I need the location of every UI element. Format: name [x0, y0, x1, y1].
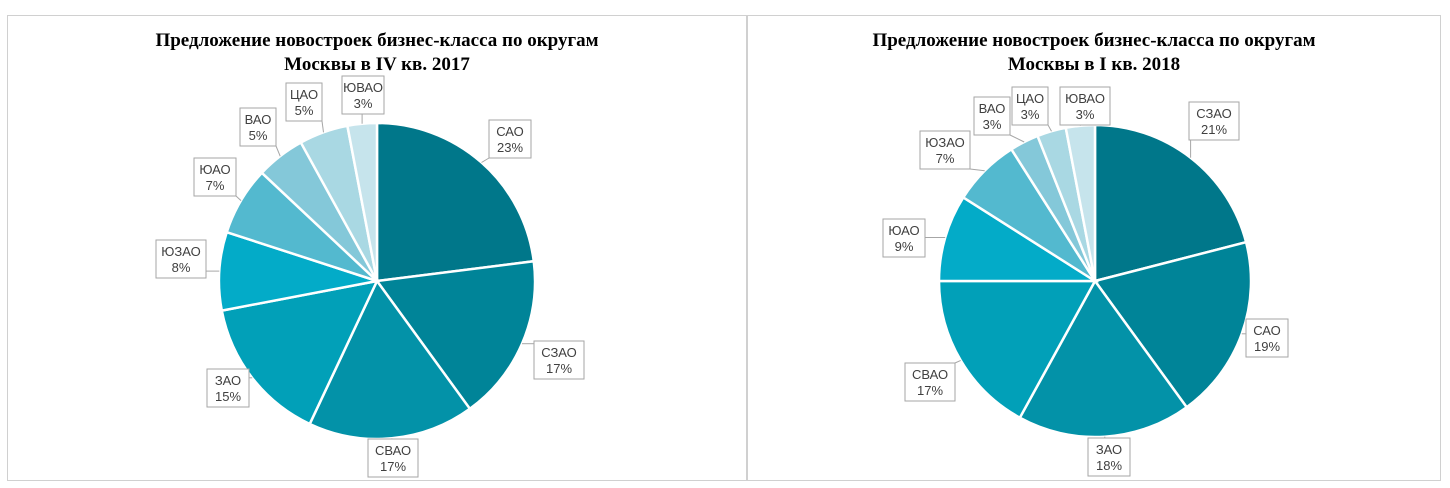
data-label-category: СЗАО	[541, 345, 577, 360]
data-label-value: 5%	[249, 128, 268, 143]
data-label-category: ЦАО	[290, 87, 318, 102]
pie-slice-2	[374, 259, 537, 411]
data-label-box	[1059, 86, 1111, 126]
data-label-value: 17%	[917, 383, 943, 398]
data-label-value: 17%	[546, 361, 572, 376]
data-label-value: 3%	[1021, 107, 1040, 122]
data-label-value: 7%	[936, 151, 955, 166]
pie-slice-3	[308, 278, 472, 441]
data-label-category: ЮЗАО	[925, 135, 964, 150]
pie-chart-q4-2017: Предложение новостроек бизнес-класса по …	[155, 30, 599, 478]
data-label-box	[285, 82, 323, 122]
data-label-category: СВАО	[912, 367, 948, 382]
data-label-value: 17%	[380, 459, 406, 474]
data-label-box	[367, 438, 419, 478]
pie-slice-1	[1093, 123, 1248, 283]
chart-title-line-1: Предложение новостроек бизнес-класса по …	[872, 30, 1315, 51]
data-label-box	[882, 218, 926, 258]
chart-panel-q1-2018: Предложение новостроек бизнес-класса по …	[747, 15, 1441, 481]
data-label-value: 8%	[172, 260, 191, 275]
data-label-category: ВАО	[979, 101, 1006, 116]
label-leader-line	[235, 195, 242, 201]
data-label-box	[488, 119, 532, 159]
data-label-category: ЗАО	[1096, 442, 1122, 457]
data-label-box	[341, 75, 385, 115]
data-label-category: ЮВАО	[1065, 91, 1105, 106]
label-leader-line	[954, 359, 961, 364]
chart-title-line-2: Москвы в I кв. 2018	[1008, 54, 1180, 75]
label-leader-line	[1009, 134, 1025, 143]
data-label-category: СЗАО	[1196, 106, 1232, 121]
data-label-value: 3%	[1076, 107, 1095, 122]
label-leader-line	[321, 120, 324, 133]
data-label-value: 21%	[1201, 122, 1227, 137]
label-leader-line	[481, 157, 490, 163]
chart-panel-q4-2017: Предложение новостроек бизнес-класса по …	[7, 15, 747, 481]
data-label-box	[1188, 101, 1240, 141]
pie-slice-3	[1018, 278, 1189, 439]
chart-title-line-1: Предложение новостроек бизнес-класса по …	[155, 30, 598, 51]
data-label-value: 3%	[354, 96, 373, 111]
data-label-value: 15%	[215, 389, 241, 404]
pie-chart-q1-2018: Предложение новостроек бизнес-класса по …	[872, 30, 1316, 477]
data-label-value: 5%	[295, 103, 314, 118]
label-leader-line	[1047, 124, 1052, 132]
data-label-box	[919, 130, 971, 170]
data-label-category: ЗАО	[215, 373, 241, 388]
pie-slice-1	[375, 121, 536, 283]
data-label-box	[1011, 86, 1049, 126]
data-label-category: ЮАО	[199, 162, 230, 177]
data-label-value: 18%	[1096, 458, 1122, 473]
data-label-box	[973, 96, 1011, 136]
data-label-box	[1087, 437, 1131, 477]
pie-slice-5	[937, 195, 1100, 283]
data-label-category: САО	[496, 124, 524, 139]
data-label-category: ЮАО	[888, 223, 919, 238]
pie-slice-2	[1092, 240, 1253, 409]
label-leader-line	[969, 168, 985, 172]
data-label-value: 7%	[206, 178, 225, 193]
data-label-box	[904, 362, 956, 402]
data-label-value: 19%	[1254, 339, 1280, 354]
data-label-box	[533, 340, 585, 380]
pie-slice-4	[220, 279, 380, 426]
data-label-category: ЦАО	[1016, 91, 1044, 106]
pie-slice-9	[345, 121, 379, 282]
data-label-box	[155, 239, 207, 279]
data-label-value: 23%	[497, 140, 523, 155]
chart-title-line-2: Москвы в IV кв. 2017	[284, 54, 470, 75]
data-label-value: 3%	[983, 117, 1002, 132]
data-label-category: ЮВАО	[343, 80, 383, 95]
label-leader-line	[275, 145, 281, 157]
data-label-value: 9%	[895, 239, 914, 254]
data-label-category: ВАО	[245, 112, 272, 127]
pie-slice-4	[937, 279, 1098, 420]
data-label-box	[193, 157, 237, 197]
data-label-category: СВАО	[375, 443, 411, 458]
data-label-box	[239, 107, 277, 147]
data-label-category: ЮЗАО	[161, 244, 200, 259]
data-label-box	[1245, 318, 1289, 358]
data-label-category: САО	[1253, 323, 1281, 338]
data-label-box	[206, 368, 250, 408]
